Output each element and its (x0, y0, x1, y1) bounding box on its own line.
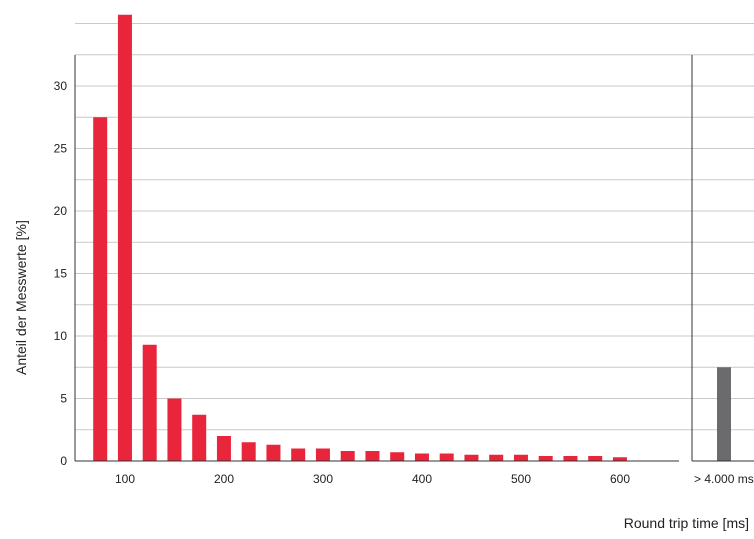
histogram-bar (315, 448, 330, 461)
bars-layer (93, 14, 731, 461)
histogram-bar (563, 456, 578, 461)
histogram-bar (513, 454, 528, 461)
y-tick-label: 25 (54, 142, 68, 156)
x-tick-label: 100 (115, 472, 135, 486)
histogram-bar (612, 457, 627, 461)
histogram-bar (241, 442, 256, 461)
histogram-bar (489, 454, 504, 461)
x-axis-title: Round trip time [ms] (624, 515, 749, 531)
y-tick-label: 0 (60, 454, 67, 468)
grid-layer (75, 23, 754, 431)
histogram-bar (365, 451, 380, 461)
histogram-bar (216, 436, 231, 461)
histogram-bar (192, 414, 207, 461)
y-tick-label: 15 (54, 267, 68, 281)
y-tick-label: 20 (54, 204, 68, 218)
histogram-bar (538, 456, 553, 461)
histogram-bar (464, 454, 479, 461)
histogram-bar (117, 14, 132, 461)
histogram-bar (93, 117, 108, 461)
y-tick-label: 30 (54, 79, 68, 93)
x-tick-label: 400 (412, 472, 432, 486)
x-tick-label: 600 (610, 472, 630, 486)
x-tick-label: 300 (313, 472, 333, 486)
y-axis-title: Anteil der Messwerte [%] (13, 220, 29, 375)
x-tick-label: 500 (511, 472, 531, 486)
histogram-bar (142, 344, 157, 461)
histogram-bar (291, 448, 306, 461)
overflow-bar-label: > 4.000 ms (694, 472, 754, 486)
y-tick-label: 5 (60, 392, 67, 406)
histogram-bar (266, 444, 281, 461)
histogram-bar (167, 398, 182, 461)
histogram-bar (439, 453, 454, 461)
y-tick-label: 10 (54, 329, 68, 343)
axis-layer (74, 55, 754, 462)
labels-layer: 0 5 10 15 20 25 30 100 200 300 400 500 600 > 4.000 ms (54, 79, 754, 486)
x-tick-label: 200 (214, 472, 234, 486)
histogram-bar (414, 453, 429, 461)
overflow-bar (717, 367, 731, 461)
histogram-bar (340, 451, 355, 461)
histogram-bar (588, 456, 603, 461)
histogram-bar (390, 452, 405, 461)
